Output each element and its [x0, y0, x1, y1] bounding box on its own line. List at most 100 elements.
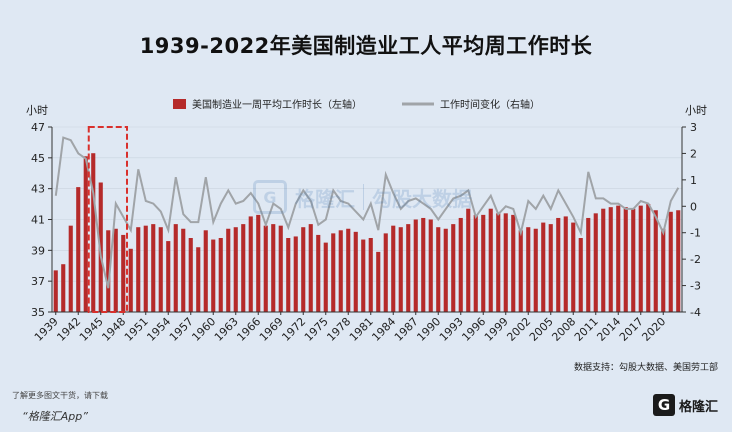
y-left-tick-label: 39 [31, 244, 45, 257]
bar [218, 238, 223, 312]
x-tick-label: 1957 [167, 315, 196, 344]
bar [368, 238, 373, 312]
y-right-tick-label: 3 [690, 121, 697, 134]
bar [286, 238, 291, 312]
bar [346, 228, 351, 312]
bar [248, 216, 253, 312]
bar [316, 234, 321, 312]
y-right-tick-label: 1 [690, 174, 697, 187]
bar [503, 213, 508, 312]
y-right-tick-label: 0 [690, 200, 697, 213]
bar [631, 208, 636, 312]
bar [511, 214, 516, 312]
x-tick-label: 1954 [144, 315, 173, 344]
bar [278, 225, 283, 312]
bar [578, 238, 583, 312]
x-tick-label: 1975 [302, 315, 331, 344]
x-tick-label: 1960 [189, 315, 218, 344]
bar [653, 210, 658, 312]
bar [68, 225, 73, 312]
bar [226, 228, 231, 312]
bar [488, 208, 493, 312]
y-left-tick-label: 47 [31, 121, 45, 134]
x-tick-label: 1993 [437, 315, 466, 344]
x-tick-label: 1969 [257, 315, 286, 344]
bar [391, 225, 396, 312]
bar [646, 204, 651, 312]
y-left-tick-label: 37 [31, 275, 45, 288]
bar [113, 228, 118, 312]
bar [143, 225, 148, 312]
bar [638, 205, 643, 312]
bar [496, 213, 501, 312]
bar [601, 208, 606, 312]
bar [173, 224, 178, 312]
bar [593, 213, 598, 312]
bar [331, 233, 336, 312]
y-right-tick-label: 2 [690, 147, 697, 160]
chart-title: 1939-2022年美国制造业工人平均周工作时长 [139, 34, 593, 58]
bar [443, 228, 448, 312]
bar [308, 224, 313, 312]
bar [563, 216, 568, 312]
y-right-tick-label: -2 [690, 253, 701, 266]
bar [458, 217, 463, 312]
bar-series [53, 153, 681, 312]
bar [323, 242, 328, 312]
bar [451, 224, 456, 312]
x-tick-label: 1987 [392, 315, 421, 344]
x-tick-label: 1984 [369, 315, 398, 344]
bar [518, 230, 523, 312]
brand-mark-icon: G [652, 394, 675, 416]
x-tick-label: 1951 [122, 315, 151, 344]
bar [481, 214, 486, 312]
x-tick-label: 1990 [414, 315, 443, 344]
bar [76, 187, 81, 312]
x-tick-label: 2002 [504, 315, 533, 344]
bar [233, 227, 238, 312]
x-tick-label: 1942 [54, 315, 83, 344]
bar [608, 207, 613, 312]
x-tick-label: 1978 [324, 315, 353, 344]
bar [661, 228, 666, 312]
bar [533, 228, 538, 312]
footer-app-link[interactable]: “格隆汇App” [22, 410, 88, 423]
x-tick-label: 1948 [99, 315, 128, 344]
bar [83, 156, 88, 312]
x-tick-label: 1996 [459, 315, 488, 344]
source-note: 数据支持：勾股大数据、美国劳工部 [573, 363, 718, 373]
bar [586, 217, 591, 312]
bar [616, 205, 621, 312]
watermark-right-text: 勾股大数据 [372, 186, 472, 211]
y-left-tick-label: 43 [31, 183, 45, 196]
y-left-tick-label: 45 [31, 152, 45, 165]
bar [121, 234, 126, 312]
watermark-logo-icon: G [253, 180, 287, 214]
bar [541, 222, 546, 312]
y-left-tick-label: 41 [31, 214, 45, 227]
bar [428, 219, 433, 312]
bar [556, 217, 561, 312]
bar [473, 214, 478, 312]
bar [376, 251, 381, 312]
bar [256, 214, 261, 312]
bar [181, 228, 186, 312]
bar [166, 241, 171, 312]
legend: 美国制造业一周平均工作时长（左轴） 工作时间变化（右轴） [173, 98, 540, 111]
brand-logo: G 格隆汇 [652, 393, 718, 417]
bar [53, 270, 58, 312]
bar [436, 227, 441, 312]
x-tick-label: 1981 [347, 315, 376, 344]
brand-name: 格隆汇 [678, 399, 718, 415]
bar [196, 247, 201, 312]
bar [466, 208, 471, 312]
legend-label-bar: 美国制造业一周平均工作时长（左轴） [192, 98, 362, 111]
y-left-tick-label: 35 [31, 306, 45, 319]
x-tick-label: 1999 [482, 315, 511, 344]
bar [128, 248, 133, 312]
bar [301, 227, 306, 312]
bar [136, 227, 141, 312]
bar [571, 222, 576, 312]
bar [676, 210, 681, 312]
